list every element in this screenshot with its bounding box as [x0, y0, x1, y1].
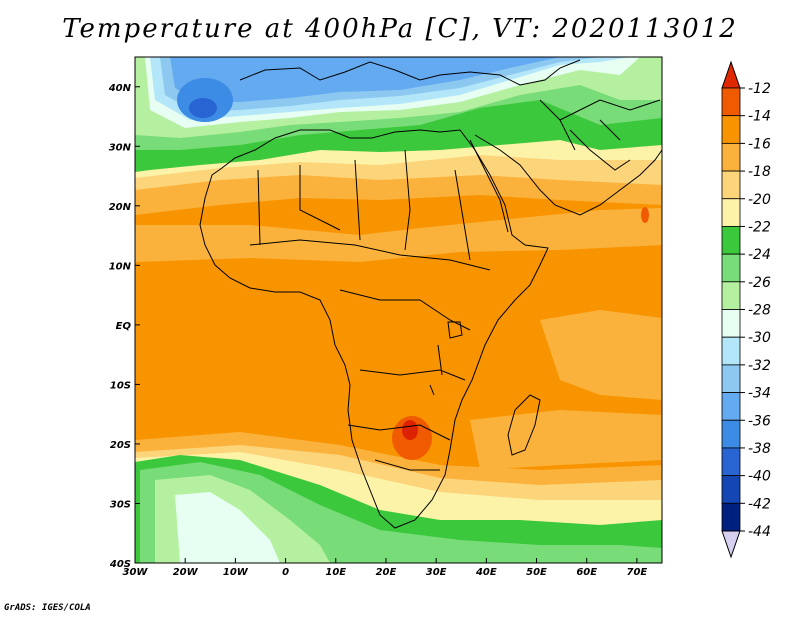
colorbar-label: -14 — [748, 109, 771, 125]
colorbar-swatch — [721, 364, 741, 393]
colorbar-label: -16 — [748, 136, 771, 152]
madagascar-coastline — [507, 394, 541, 456]
border-sahara-1 — [257, 149, 471, 261]
grads-credit: GrADS: IGES/COLA — [4, 603, 91, 613]
colorbar-under-triangle — [721, 530, 741, 559]
colorbar-swatch — [721, 336, 741, 366]
colorbar-label: -30 — [748, 330, 771, 346]
lon-tick-label: 10E — [325, 567, 346, 578]
colorbar-label: -12 — [748, 81, 771, 97]
lat-tick-label: 10N — [109, 261, 132, 272]
lon-tick-label: 20W — [173, 567, 199, 578]
map-title: Temperature at 400hPa [C], VT: 202011301… — [62, 14, 738, 44]
colorbar-swatch — [721, 142, 741, 172]
border-middleeast — [539, 99, 661, 151]
colorbar-label: -20 — [748, 192, 771, 208]
colorbar-label: -24 — [748, 247, 771, 263]
red-sea-coast — [469, 139, 509, 233]
field-madagascar-yellow — [470, 410, 662, 470]
field-hotspot-southern-africa-core — [402, 420, 418, 440]
colorbar-swatch — [721, 253, 741, 283]
colorbar-label: -22 — [748, 219, 771, 235]
lake-tanganyika — [429, 344, 443, 396]
colorbar-swatch — [721, 502, 741, 532]
temperature-field — [135, 57, 662, 563]
colorbar-swatch — [721, 281, 741, 310]
colorbar-swatch — [721, 198, 741, 227]
field-sahel-yellow — [135, 208, 662, 262]
colorbar-label: -32 — [748, 358, 771, 374]
field-north-core-inner — [189, 98, 217, 118]
lake-victoria — [447, 321, 463, 339]
lat-tick-label: 10S — [110, 380, 131, 391]
lon-tick-label: 40E — [475, 567, 497, 578]
latitude-axis: 40N 30N 20N 10N EQ 10S 20S 30S 40S — [108, 83, 140, 570]
colorbar-label: -28 — [748, 303, 771, 319]
lat-tick-label: 30S — [110, 499, 131, 510]
persian-gulf — [569, 129, 631, 171]
colorbar-label: -38 — [748, 441, 771, 457]
lat-tick-label: 40N — [108, 83, 132, 94]
colorbar-swatch — [721, 170, 741, 200]
field-north-darkblue — [170, 57, 560, 102]
field-south-mint — [175, 492, 280, 563]
coastlines — [199, 59, 662, 529]
colorbar-swatch — [721, 392, 741, 421]
lat-tick-label: 40S — [109, 559, 131, 570]
border-central-2 — [339, 289, 471, 381]
lon-tick-label: 0 — [282, 567, 289, 578]
colorbar-swatch — [721, 309, 741, 338]
colorbar-label: -18 — [748, 164, 771, 180]
plot-frame — [134, 56, 663, 564]
colorbar-label: -26 — [748, 275, 771, 291]
lat-tick-label: 20S — [110, 440, 131, 451]
lat-tick-label: 30N — [109, 142, 132, 153]
colorbar-swatch — [721, 226, 741, 255]
europe-coastline — [239, 59, 581, 86]
colorbar-over-triangle — [721, 60, 741, 89]
border-south-1 — [347, 424, 451, 471]
longitude-axis: 30W 20W 10W 0 10E 20E 30E 40E 50E 60E 70E — [123, 558, 648, 578]
field-east-yellow — [540, 310, 662, 400]
colorbar-label: -44 — [748, 524, 771, 540]
lon-tick-label: 30E — [426, 567, 447, 578]
lon-tick-label: 20E — [376, 567, 397, 578]
colorbar-swatch — [721, 87, 741, 117]
colorbar: -12 -14 -16 -18 -20 -22 -24 -26 -28 -30 -32 -34 -36 -… — [721, 60, 771, 559]
colorbar-swatch — [721, 475, 741, 504]
lon-tick-label: 70E — [627, 567, 648, 578]
field-hotspot-arabian-sea — [641, 207, 649, 223]
lon-tick-label: 60E — [576, 567, 597, 578]
lon-tick-label: 30W — [123, 567, 149, 578]
lon-tick-label: 50E — [526, 567, 547, 578]
africa-coastline — [199, 129, 549, 529]
lat-tick-label: EQ — [116, 321, 132, 332]
colorbar-label: -42 — [748, 496, 771, 512]
border-central-1 — [249, 239, 491, 271]
colorbar-label: -34 — [748, 386, 771, 402]
colorbar-label: -36 — [748, 413, 771, 429]
colorbar-label: -40 — [748, 469, 771, 485]
colorbar-swatch — [721, 447, 741, 477]
lon-tick-label: 10W — [223, 567, 249, 578]
arabia-coastline — [474, 134, 662, 216]
colorbar-swatch — [721, 115, 741, 144]
lat-tick-label: 20N — [109, 202, 132, 213]
colorbar-swatch — [721, 419, 741, 449]
